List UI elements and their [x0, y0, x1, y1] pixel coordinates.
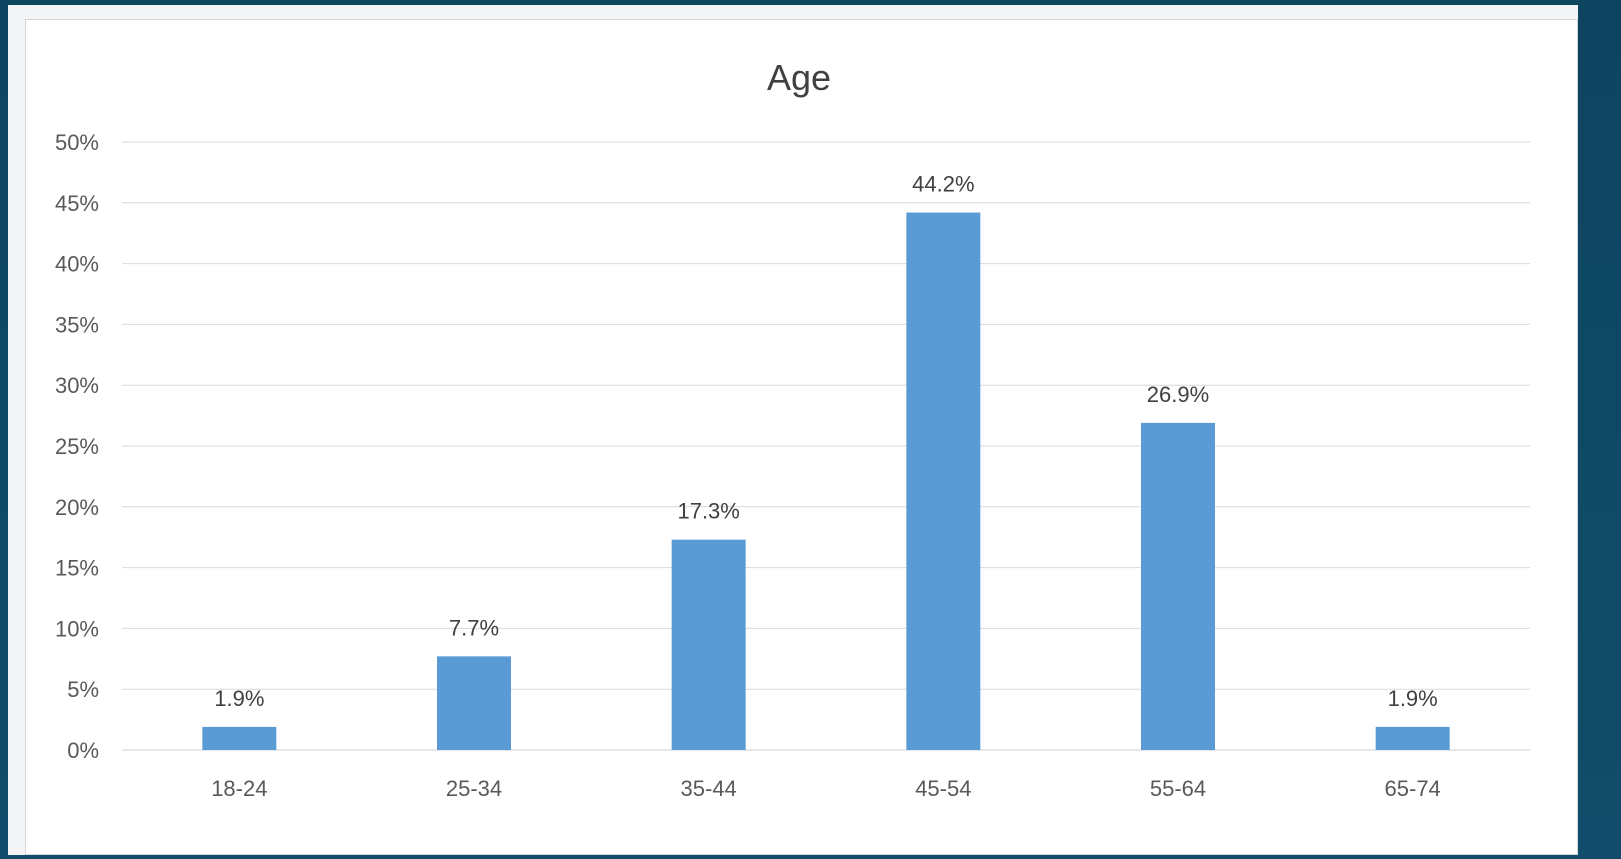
bar-55-64: [1141, 422, 1215, 750]
bar-35-44: [671, 539, 746, 750]
y-tick-label: 35%: [55, 312, 99, 337]
gridlines: [122, 141, 1530, 751]
data-labels: 1.9% 7.7% 17.3% 44.2% 26.9% 1.9%: [214, 172, 1437, 711]
data-label: 26.9%: [1147, 382, 1209, 407]
y-tick-label: 15%: [55, 556, 99, 581]
y-tick-label: 30%: [55, 373, 99, 398]
y-tick-label: 40%: [55, 252, 99, 277]
chart-title: Age: [767, 57, 831, 98]
y-tick-label: 10%: [55, 616, 99, 641]
y-tick-label: 0%: [67, 738, 99, 763]
x-category-label: 45-54: [915, 776, 971, 801]
x-category-label: 35-44: [681, 776, 737, 801]
data-label: 44.2%: [912, 172, 974, 197]
data-label: 17.3%: [677, 499, 739, 524]
bar-45-54: [906, 212, 981, 750]
y-tick-label: 20%: [55, 495, 99, 520]
y-axis-ticks: 0% 5% 10% 15% 20% 25% 30% 35% 40% 45% 50%: [55, 130, 99, 763]
y-tick-label: 50%: [55, 130, 99, 155]
x-axis-categories: 18-24 25-34 35-44 45-54 55-64 65-74: [211, 776, 1441, 801]
y-tick-label: 5%: [67, 677, 99, 702]
y-tick-label: 45%: [55, 191, 99, 216]
bar-65-74: [1375, 726, 1450, 750]
bar-18-24: [202, 726, 277, 750]
bars: [202, 212, 1450, 750]
chart-panel: 0% 5% 10% 15% 20% 25% 30% 35% 40% 45% 50% 1.9% 7.7%…: [8, 5, 1578, 855]
x-category-label: 55-64: [1150, 776, 1206, 801]
x-category-label: 25-34: [446, 776, 502, 801]
x-category-label: 65-74: [1385, 776, 1441, 801]
bar-25-34: [437, 656, 511, 750]
y-tick-label: 25%: [55, 434, 99, 459]
bar-chart: 0% 5% 10% 15% 20% 25% 30% 35% 40% 45% 50% 1.9% 7.7%…: [55, 57, 1530, 801]
data-label: 1.9%: [214, 686, 264, 711]
data-label: 7.7%: [449, 615, 499, 640]
data-label: 1.9%: [1388, 686, 1438, 711]
chart-area: 0% 5% 10% 15% 20% 25% 30% 35% 40% 45% 50% 1.9% 7.7%…: [25, 19, 1578, 855]
x-category-label: 18-24: [211, 776, 267, 801]
